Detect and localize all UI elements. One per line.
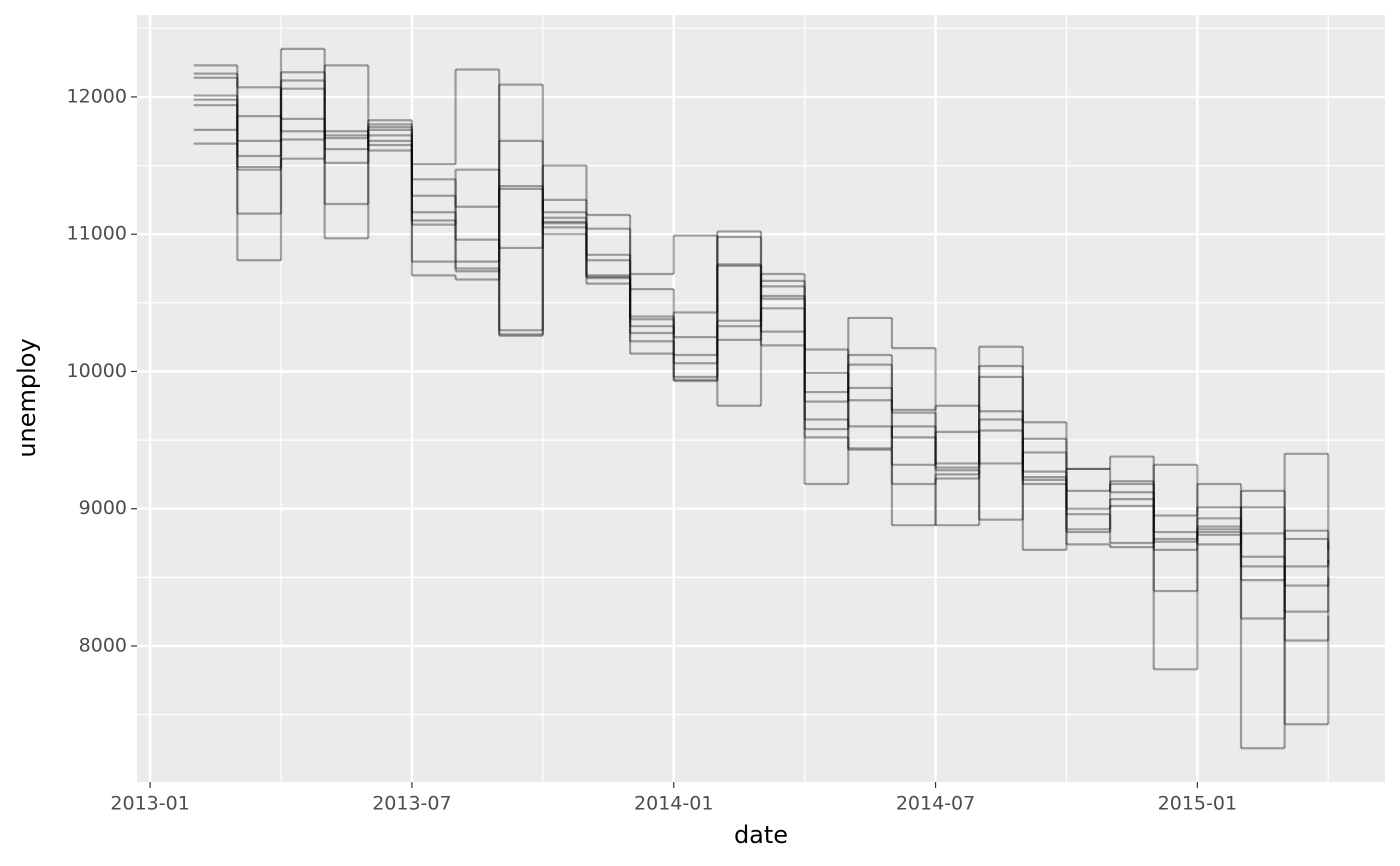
y-tick-label: 12000 <box>67 85 127 107</box>
step-series <box>193 72 1330 642</box>
step-series <box>193 115 1330 620</box>
x-tick-label: 2014-01 <box>634 793 713 815</box>
y-tick-label: 8000 <box>79 634 127 656</box>
y-tick-label: 9000 <box>79 497 127 519</box>
grid <box>137 15 1385 782</box>
step-series <box>193 47 1330 750</box>
y-axis-title: unemploy <box>13 338 41 457</box>
step-series <box>193 71 1330 593</box>
x-tick-label: 2013-07 <box>372 793 451 815</box>
x-axis-title: date <box>734 821 788 849</box>
x-tick-label: 2013-01 <box>110 793 189 815</box>
step-series <box>193 87 1330 587</box>
y-tick-label: 11000 <box>67 223 127 245</box>
step-series <box>193 64 1330 726</box>
y-tick-label: 10000 <box>67 360 127 382</box>
x-tick-label: 2014-07 <box>896 793 975 815</box>
step-series <box>193 76 1330 550</box>
step-series <box>193 104 1330 613</box>
panel <box>137 15 1385 782</box>
x-tick-label: 2015-01 <box>1158 793 1237 815</box>
marks <box>193 47 1330 750</box>
